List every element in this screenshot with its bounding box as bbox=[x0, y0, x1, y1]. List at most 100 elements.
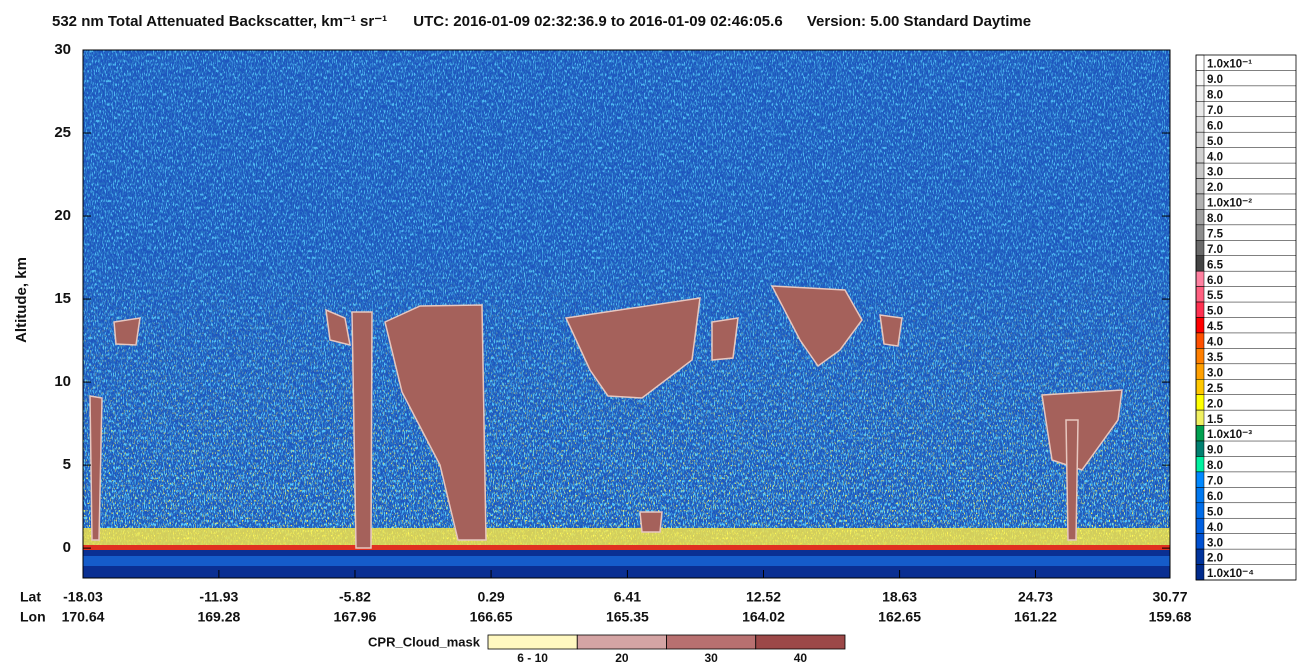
cpr-legend-label: 20 bbox=[615, 651, 629, 665]
colorbar-label: 8.0 bbox=[1207, 460, 1223, 472]
colorbar-label: 3.0 bbox=[1207, 367, 1223, 379]
colorbar-label: 6.0 bbox=[1207, 120, 1223, 132]
colorbar-swatch bbox=[1195, 162, 1205, 179]
lat-tick-label: 12.52 bbox=[746, 589, 781, 605]
colorbar-swatch bbox=[1195, 70, 1205, 87]
y-tick-label: 30 bbox=[54, 41, 71, 58]
colorbar-swatch bbox=[1195, 224, 1205, 241]
colorbar-label: 1.0x10⁻¹ bbox=[1207, 59, 1252, 71]
colorbar-swatch bbox=[1195, 471, 1205, 488]
colorbar-label: 5.0 bbox=[1207, 136, 1223, 148]
colorbar-swatch bbox=[1195, 564, 1205, 581]
colorbar-label: 8.0 bbox=[1207, 89, 1223, 101]
title-main: 532 nm Total Attenuated Backscatter, km⁻… bbox=[52, 13, 387, 30]
colorbar-swatch bbox=[1195, 240, 1205, 256]
title-time: UTC: 2016-01-09 02:32:36.9 to 2016-01-09… bbox=[413, 13, 782, 30]
cpr-legend-label: 6 - 10 bbox=[517, 651, 548, 665]
cpr-legend-swatch bbox=[576, 634, 667, 650]
y-tick-label: 25 bbox=[54, 124, 71, 141]
colorbar-label: 2.0 bbox=[1207, 553, 1223, 565]
plot-frame bbox=[82, 49, 1171, 579]
lon-tick-label: 159.68 bbox=[1149, 609, 1192, 625]
cloud bbox=[384, 304, 487, 541]
colorbar-swatch bbox=[1195, 301, 1205, 318]
colorbar-label: 9.0 bbox=[1207, 445, 1223, 457]
cpr-legend-label: 30 bbox=[704, 651, 718, 665]
y-tick-label: 15 bbox=[54, 290, 71, 307]
surface-return bbox=[83, 545, 1170, 550]
colorbar-swatch bbox=[1195, 348, 1205, 365]
y-tick-label: 10 bbox=[54, 373, 71, 390]
colorbar-swatch bbox=[1195, 548, 1205, 565]
colorbar-label: 4.0 bbox=[1207, 151, 1223, 163]
colorbar-label: 5.0 bbox=[1207, 506, 1223, 518]
cpr-legend-swatch bbox=[755, 634, 846, 650]
colorbar-label: 5.5 bbox=[1207, 290, 1224, 302]
colorbar-swatch bbox=[1195, 286, 1205, 303]
colorbar-swatch bbox=[1195, 517, 1205, 534]
lon-tick-label: 165.35 bbox=[606, 609, 649, 625]
cloud bbox=[711, 317, 739, 361]
colorbar-label: 4.5 bbox=[1207, 321, 1224, 333]
cloud bbox=[1041, 389, 1123, 471]
colorbar-label: 6.0 bbox=[1207, 275, 1223, 287]
surface-speckle bbox=[83, 530, 1170, 540]
cpr-legend-label: 40 bbox=[794, 651, 808, 665]
colorbar-swatch bbox=[1195, 116, 1205, 133]
y-tick-label: 5 bbox=[63, 456, 71, 473]
colorbar-label: 6.5 bbox=[1207, 259, 1224, 271]
colorbar-swatch bbox=[1195, 147, 1205, 164]
cloud-mask-shapes bbox=[89, 285, 1123, 549]
subsurface-light bbox=[83, 556, 1170, 566]
cpr-legend-swatch bbox=[487, 634, 578, 650]
colorbar-swatch bbox=[1195, 178, 1205, 195]
colorbar-swatch bbox=[1195, 363, 1205, 380]
lon-tick-label: 162.65 bbox=[878, 609, 921, 625]
colorbar-label: 1.0x10⁻³ bbox=[1207, 429, 1252, 441]
lon-tick-label: 167.96 bbox=[334, 609, 377, 625]
colorbar-swatch bbox=[1195, 487, 1205, 504]
colorbar-swatch bbox=[1195, 270, 1205, 287]
colorbar-label: 7.5 bbox=[1207, 228, 1224, 240]
lat-tick-label: -5.82 bbox=[339, 589, 371, 605]
curtain-image bbox=[83, 50, 1170, 578]
cloud bbox=[351, 311, 373, 549]
title-version: Version: 5.00 Standard Daytime bbox=[807, 13, 1031, 30]
colorbar-label: 7.0 bbox=[1207, 244, 1223, 256]
cloud bbox=[770, 285, 863, 368]
low-signal bbox=[83, 250, 1170, 550]
colorbar-label: 5.0 bbox=[1207, 306, 1223, 318]
colorbar-swatch bbox=[1195, 409, 1205, 426]
y-axis-label: Altitude, km bbox=[13, 257, 30, 343]
colorbar-swatch bbox=[1195, 255, 1205, 272]
chart-title: 532 nm Total Attenuated Backscatter, km⁻… bbox=[52, 13, 1031, 30]
colorbar-label: 2.0 bbox=[1207, 398, 1223, 410]
lat-row-label: Lat bbox=[20, 589, 41, 605]
colorbar-label: 2.0 bbox=[1207, 182, 1223, 194]
cloud bbox=[564, 297, 701, 399]
colorbar-label: 3.0 bbox=[1207, 537, 1223, 549]
colorbar-swatch bbox=[1195, 54, 1205, 71]
colorbar-label: 8.0 bbox=[1207, 213, 1223, 225]
colorbar-label: 3.0 bbox=[1207, 167, 1223, 179]
colorbar-label: 3.5 bbox=[1207, 352, 1224, 364]
colorbar-label: 1.5 bbox=[1207, 414, 1224, 426]
colorbar-swatch bbox=[1195, 131, 1205, 148]
colorbar-swatch bbox=[1195, 332, 1205, 349]
colorbar-swatch bbox=[1195, 533, 1205, 550]
lon-tick-label: 169.28 bbox=[197, 609, 240, 625]
cloud bbox=[113, 317, 141, 346]
colorbar-swatch bbox=[1195, 193, 1205, 210]
colorbar-label: 1.0x10⁻⁴ bbox=[1207, 568, 1254, 580]
cloud bbox=[325, 308, 351, 347]
colorbar-label: 4.0 bbox=[1207, 337, 1223, 349]
lat-tick-label: -11.93 bbox=[199, 589, 238, 605]
lat-tick-label: 30.77 bbox=[1152, 589, 1187, 605]
lat-tick-label: -18.03 bbox=[63, 589, 103, 605]
cpr-legend-title: CPR_Cloud_mask bbox=[368, 634, 481, 649]
colorbar-swatch bbox=[1195, 502, 1205, 519]
colorbar-swatch bbox=[1195, 101, 1205, 118]
speckle-yellow-low bbox=[83, 250, 1170, 550]
colorbar-swatch bbox=[1195, 379, 1205, 395]
